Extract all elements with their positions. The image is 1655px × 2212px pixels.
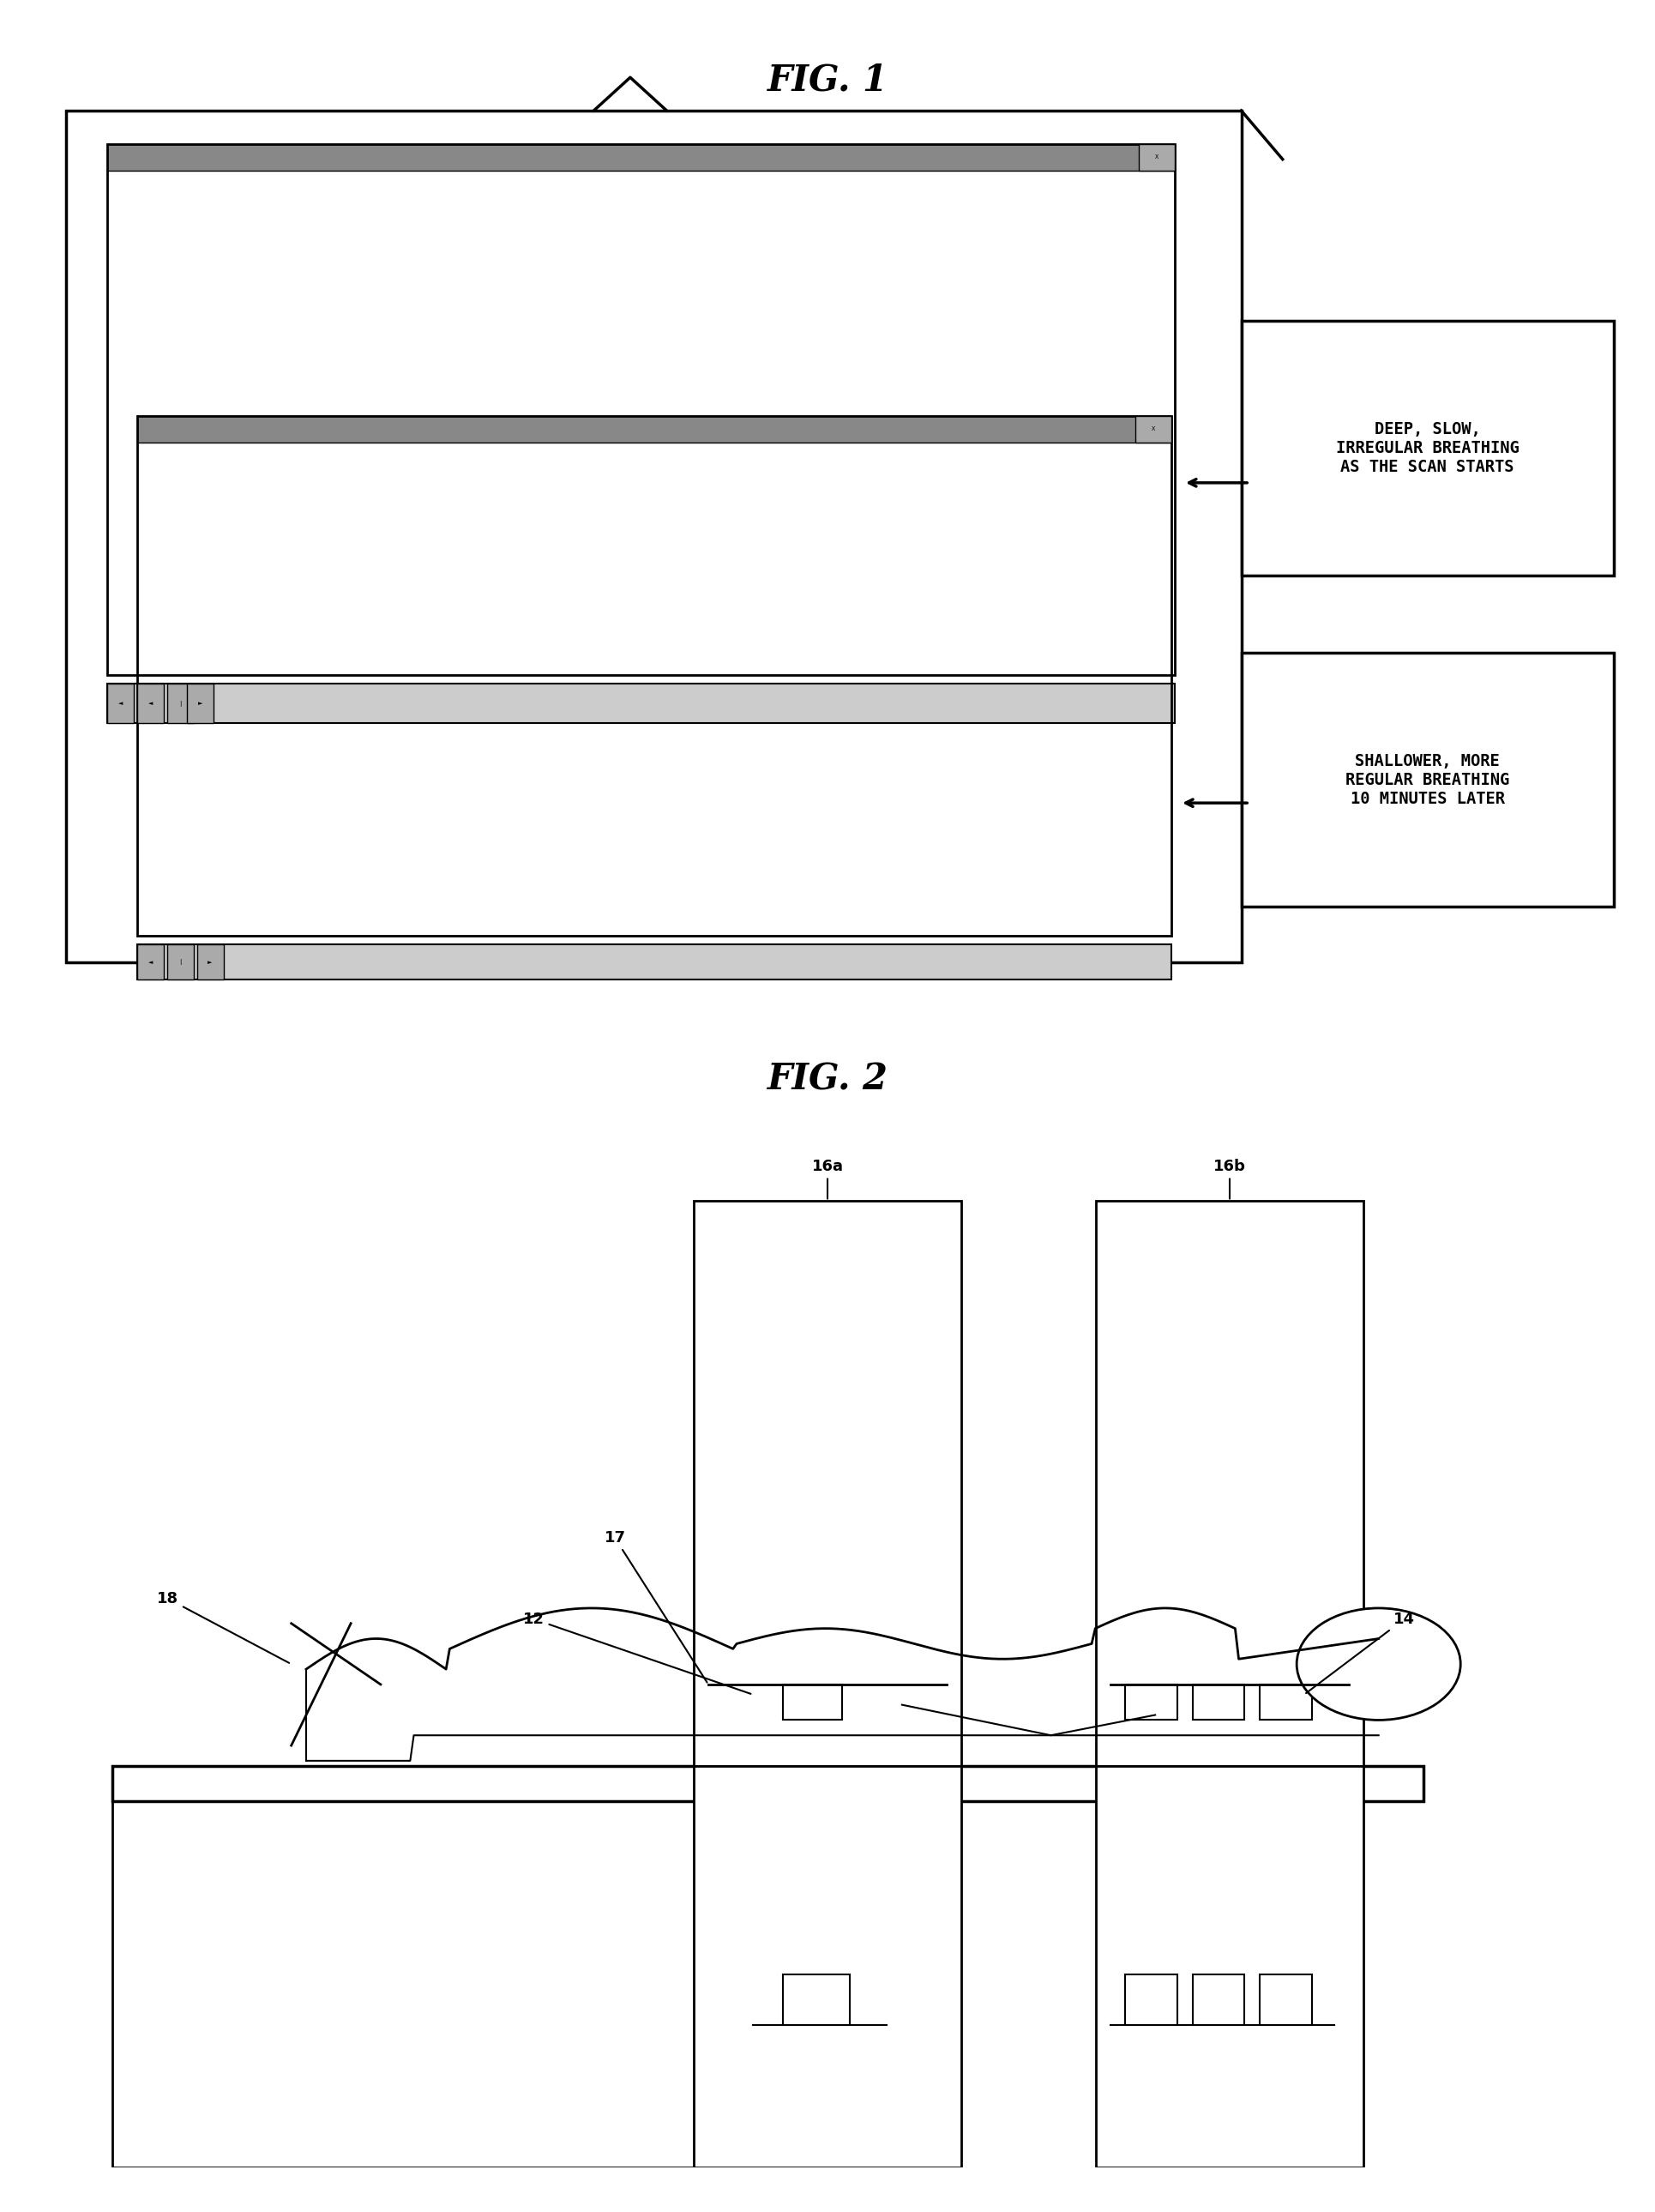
Bar <box>1259 1975 1311 2026</box>
Bar <box>66 111 1241 962</box>
Bar <box>1259 1686 1311 1721</box>
Bar <box>108 684 1175 723</box>
Bar <box>108 684 134 723</box>
Bar <box>137 416 1172 442</box>
Bar <box>113 1765 1423 1801</box>
Text: ►: ► <box>199 701 202 706</box>
Bar <box>783 1975 851 2026</box>
Text: SHALLOWER, MORE
REGULAR BREATHING
10 MINUTES LATER: SHALLOWER, MORE REGULAR BREATHING 10 MIN… <box>1346 752 1509 807</box>
Bar <box>1192 1686 1245 1721</box>
Bar <box>197 945 223 980</box>
Bar <box>108 144 1175 675</box>
Bar <box>113 1801 738 2168</box>
Text: ◄: ◄ <box>149 701 152 706</box>
Text: 16a: 16a <box>811 1159 844 1199</box>
Text: 12: 12 <box>523 1610 751 1694</box>
Text: ◄: ◄ <box>119 701 122 706</box>
Text: FIG. 1: FIG. 1 <box>766 62 889 97</box>
Bar <box>137 416 1172 936</box>
Text: DEEP, SLOW,
IRREGULAR BREATHING
AS THE SCAN STARTS: DEEP, SLOW, IRREGULAR BREATHING AS THE S… <box>1336 420 1519 476</box>
FancyBboxPatch shape <box>1241 321 1614 575</box>
Bar <box>137 684 164 723</box>
Bar <box>1192 1975 1245 2026</box>
Bar <box>1125 1686 1178 1721</box>
Text: ◄: ◄ <box>149 960 152 964</box>
Text: FIG. 2: FIG. 2 <box>766 1062 889 1097</box>
Text: X: X <box>1155 155 1158 159</box>
Bar <box>187 684 213 723</box>
Bar <box>1125 1975 1178 2026</box>
Bar <box>108 144 1175 170</box>
Bar <box>693 1765 962 2168</box>
Text: 16b: 16b <box>1213 1159 1246 1199</box>
Bar <box>1139 144 1175 170</box>
Text: 18: 18 <box>157 1590 290 1663</box>
Bar <box>167 684 194 723</box>
Bar <box>1096 1765 1364 2168</box>
FancyBboxPatch shape <box>1241 653 1614 907</box>
Text: |: | <box>179 701 182 706</box>
Text: 14: 14 <box>1306 1610 1415 1692</box>
Bar <box>137 945 164 980</box>
Text: 17: 17 <box>604 1531 707 1683</box>
Bar <box>167 945 194 980</box>
Text: X: X <box>1152 427 1155 431</box>
Bar <box>137 945 1172 980</box>
Circle shape <box>1298 1608 1461 1721</box>
Text: ►: ► <box>209 960 212 964</box>
Text: |: | <box>179 960 182 964</box>
Bar <box>693 1201 962 1765</box>
Bar <box>783 1686 842 1721</box>
Bar <box>1096 1201 1364 1765</box>
Bar <box>1135 416 1172 442</box>
